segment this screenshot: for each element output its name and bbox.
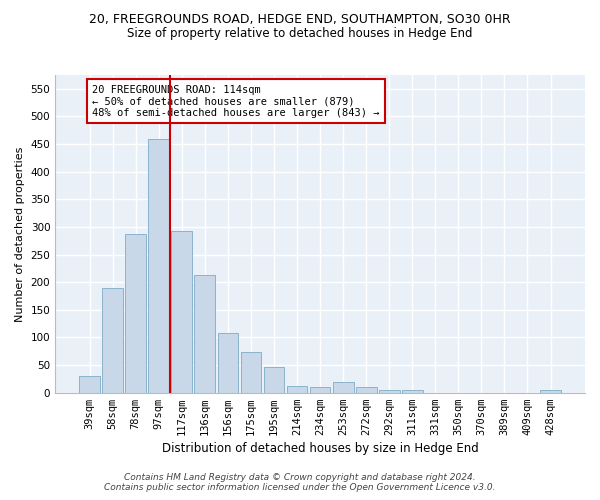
Bar	[310, 386, 331, 392]
X-axis label: Distribution of detached houses by size in Hedge End: Distribution of detached houses by size …	[162, 442, 478, 455]
Text: 20 FREEGROUNDS ROAD: 114sqm
← 50% of detached houses are smaller (879)
48% of se: 20 FREEGROUNDS ROAD: 114sqm ← 50% of det…	[92, 84, 380, 117]
Bar	[172, 232, 192, 392]
Bar	[125, 234, 146, 392]
Bar	[102, 288, 123, 393]
Bar	[287, 386, 307, 392]
Bar	[402, 390, 422, 392]
Y-axis label: Number of detached properties: Number of detached properties	[15, 146, 25, 322]
Bar	[218, 333, 238, 392]
Text: Size of property relative to detached houses in Hedge End: Size of property relative to detached ho…	[127, 28, 473, 40]
Bar	[379, 390, 400, 392]
Bar	[263, 368, 284, 392]
Bar	[79, 376, 100, 392]
Text: Contains HM Land Registry data © Crown copyright and database right 2024.
Contai: Contains HM Land Registry data © Crown c…	[104, 473, 496, 492]
Bar	[540, 390, 561, 392]
Bar	[148, 138, 169, 392]
Bar	[333, 382, 353, 392]
Bar	[356, 387, 377, 392]
Bar	[241, 352, 262, 393]
Text: 20, FREEGROUNDS ROAD, HEDGE END, SOUTHAMPTON, SO30 0HR: 20, FREEGROUNDS ROAD, HEDGE END, SOUTHAM…	[89, 12, 511, 26]
Bar	[194, 275, 215, 392]
